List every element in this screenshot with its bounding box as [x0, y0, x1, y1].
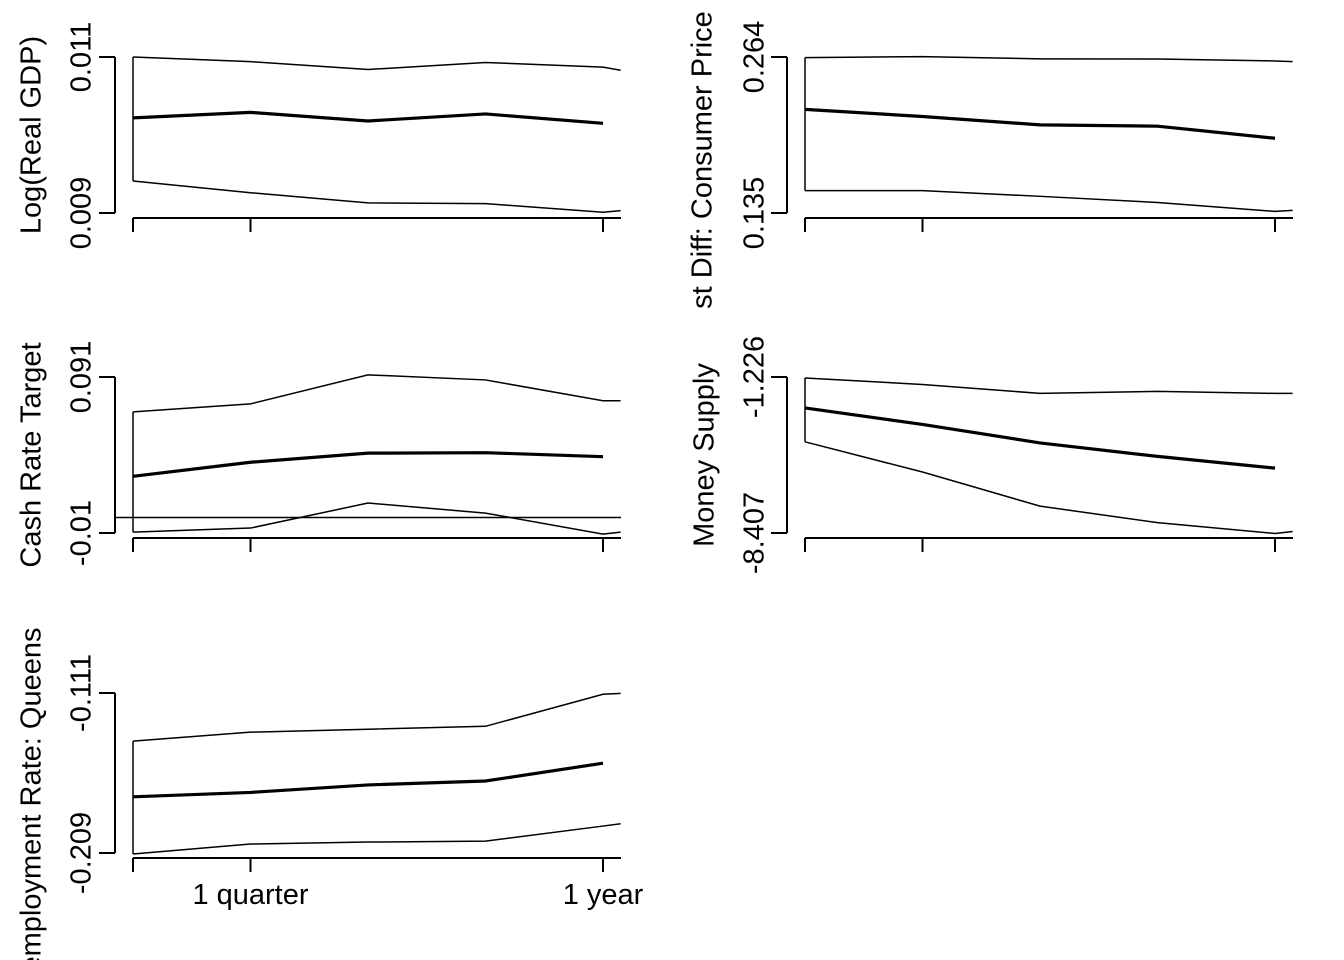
upper-band-line — [132, 692, 621, 742]
y-axis-label: Money Supply — [689, 363, 721, 547]
y-tick-label: 0.011 — [66, 22, 98, 92]
median-response-line — [804, 107, 1276, 140]
y-tick-label: 0.009 — [66, 177, 98, 250]
y-tick-label: 0.091 — [66, 341, 98, 414]
lower-band-line — [805, 189, 1293, 213]
y-tick-label: -0.209 — [66, 812, 98, 894]
y-tick-label: -8.407 — [739, 492, 771, 574]
y-tick-label: 0.264 — [739, 21, 771, 94]
x-tick-label: 1 quarter — [192, 879, 308, 911]
upper-band-line — [804, 55, 1293, 63]
median-response-line — [132, 451, 604, 478]
x-tick-label: 1 year — [563, 879, 644, 911]
y-axis-label: st Diff: Consumer Price — [687, 11, 719, 309]
y-tick-label: -0.111 — [66, 654, 98, 732]
y-axis-label: Log(Real GDP) — [16, 36, 48, 234]
median-response-line — [804, 406, 1276, 470]
upper-band-line — [132, 374, 621, 413]
y-axis-label: employment Rate: Queens — [16, 628, 48, 960]
lower-band-line — [132, 180, 621, 213]
y-tick-label: -1.226 — [739, 336, 771, 418]
median-response-line — [132, 761, 604, 799]
upper-band-line — [804, 377, 1293, 395]
y-axis-label: Cash Rate Target — [16, 342, 48, 567]
lower-band-line — [132, 823, 621, 855]
y-tick-label: 0.135 — [739, 177, 771, 250]
lower-band-line — [132, 502, 621, 535]
y-tick-label: -0.01 — [66, 500, 98, 566]
median-response-line — [132, 110, 604, 125]
upper-band-line — [132, 56, 621, 71]
lower-band-line — [804, 441, 1293, 535]
